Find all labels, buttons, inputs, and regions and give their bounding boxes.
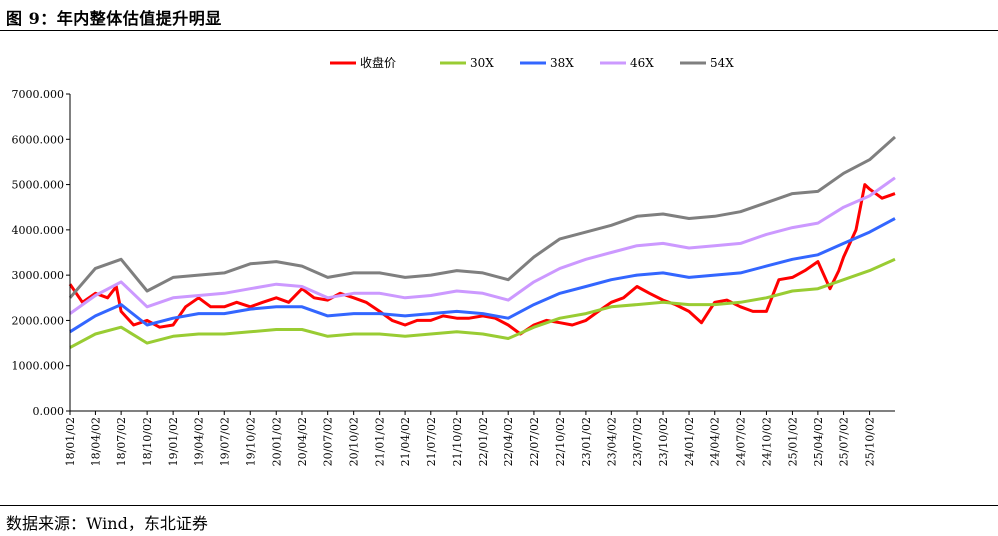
x-tick-label: 24/10/02 <box>760 417 773 466</box>
y-tick-label: 7000.000 <box>12 88 65 101</box>
x-tick-label: 22/01/02 <box>477 417 490 466</box>
x-tick-label: 19/04/02 <box>193 417 206 466</box>
series-line-4 <box>68 135 896 299</box>
x-tick-label: 23/07/02 <box>631 417 644 466</box>
series-line-1 <box>69 257 896 349</box>
x-tick-label: 24/01/02 <box>683 417 696 466</box>
y-tick-label: 3000.000 <box>12 269 65 282</box>
y-tick-label: 2000.000 <box>12 314 65 327</box>
x-tick-label: 19/07/02 <box>218 417 231 466</box>
series-line-0 <box>68 183 896 336</box>
x-tick-label: 24/04/02 <box>709 417 722 466</box>
legend-label-1: 30X <box>470 56 494 70</box>
legend-label-2: 38X <box>550 56 574 70</box>
x-tick-label: 25/10/02 <box>864 417 877 466</box>
series-line-3 <box>69 176 896 315</box>
x-tick-label: 24/07/02 <box>735 417 748 466</box>
y-tick-label: 4000.000 <box>12 224 65 237</box>
y-tick-label: 0.000 <box>33 405 65 418</box>
y-tick-label: 6000.000 <box>12 133 65 146</box>
x-tick-label: 23/01/02 <box>580 417 593 466</box>
x-tick-label: 18/01/02 <box>64 417 77 466</box>
x-tick-label: 20/07/02 <box>322 417 335 466</box>
x-tick-label: 21/01/02 <box>374 417 387 466</box>
x-tick-label: 18/10/02 <box>141 417 154 466</box>
x-tick-label: 18/07/02 <box>115 417 128 466</box>
x-tick-label: 21/10/02 <box>451 417 464 466</box>
series-line-2 <box>69 217 896 334</box>
plot-lines <box>68 135 896 349</box>
figure-source: 数据来源：Wind，东北证券 <box>6 514 208 533</box>
x-tick-label: 20/01/02 <box>270 417 283 466</box>
y-tick-label: 1000.000 <box>12 360 65 373</box>
x-tick-label: 22/04/02 <box>502 417 515 466</box>
x-tick-label: 21/04/02 <box>399 417 412 466</box>
x-tick-label: 20/10/02 <box>348 417 361 466</box>
axes: 0.000 1000.000 2000.000 3000.000 4000.000 500… <box>12 88 895 466</box>
legend-label-3: 46X <box>630 56 654 70</box>
x-tick-label: 19/01/02 <box>167 417 180 466</box>
x-tick-label: 18/04/02 <box>89 417 102 466</box>
legend: 收盘价 30X 38X 46X 54X <box>330 55 734 70</box>
legend-label-4: 54X <box>710 56 734 70</box>
legend-label-0: 收盘价 <box>360 55 396 70</box>
x-tick-label: 21/07/02 <box>425 417 438 466</box>
figure-title: 图 9：年内整体估值提升明显 <box>6 9 222 28</box>
y-tick-label: 5000.000 <box>12 179 65 192</box>
x-tick-label: 23/04/02 <box>605 417 618 466</box>
x-tick-label: 25/04/02 <box>812 417 825 466</box>
source-rule <box>0 505 998 506</box>
x-tick-label: 25/01/02 <box>786 417 799 466</box>
x-tick-label: 22/07/02 <box>528 417 541 466</box>
x-tick-label: 22/10/02 <box>554 417 567 466</box>
x-tick-label: 20/04/02 <box>296 417 309 466</box>
x-tick-label: 19/10/02 <box>244 417 257 466</box>
x-tick-label: 23/10/02 <box>657 417 670 466</box>
x-tick-label: 25/07/02 <box>838 417 851 466</box>
title-rule <box>0 30 998 31</box>
